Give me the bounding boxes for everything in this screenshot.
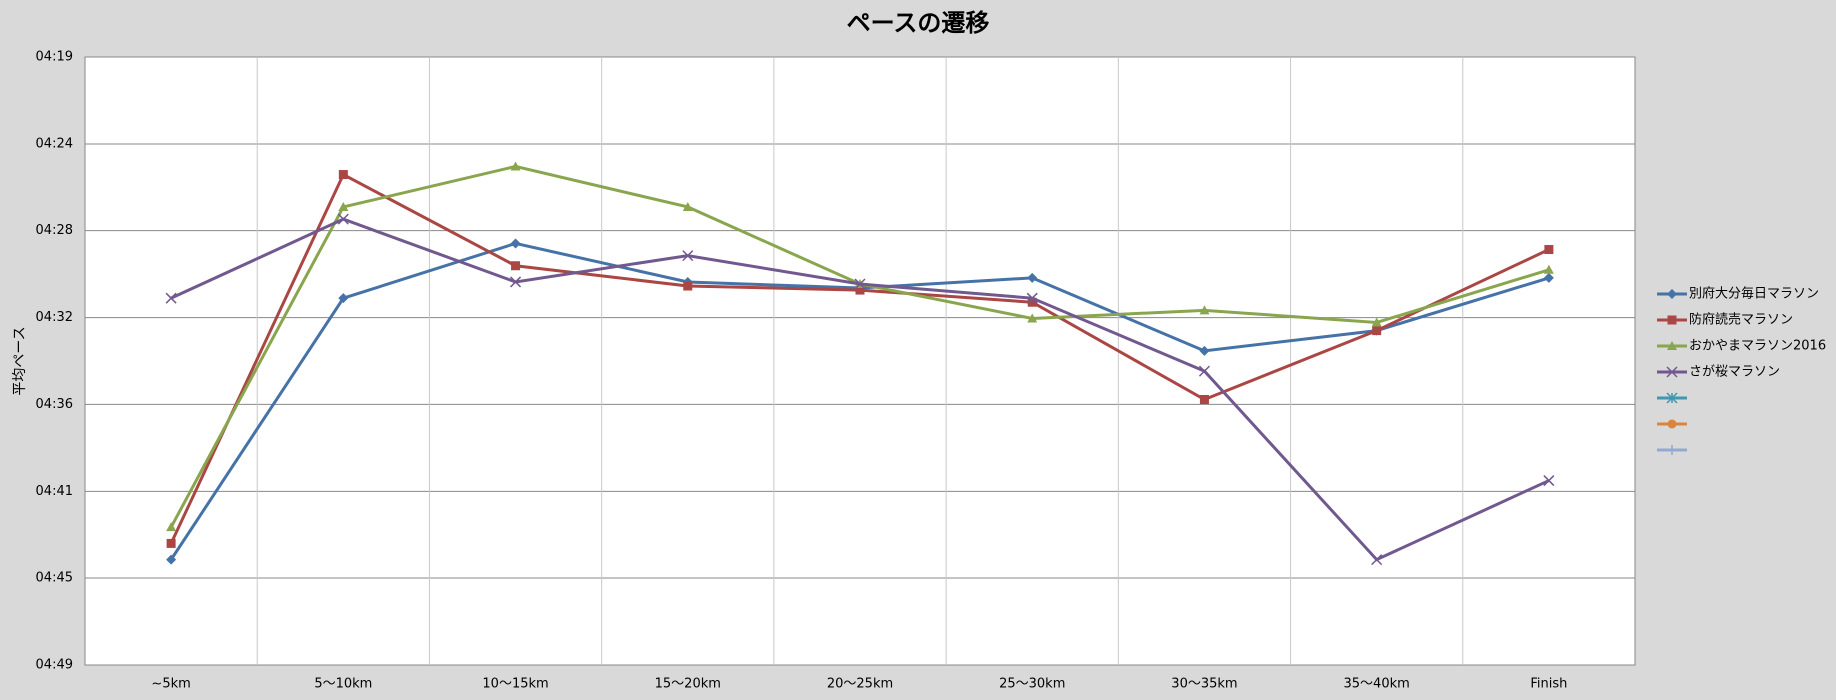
marker bbox=[855, 285, 865, 295]
marker bbox=[1027, 313, 1038, 323]
marker bbox=[1666, 392, 1678, 404]
marker bbox=[165, 292, 177, 304]
plot-area bbox=[84, 56, 1636, 666]
x-tick-label: Finish bbox=[1530, 677, 1567, 692]
marker bbox=[1666, 366, 1678, 378]
marker bbox=[1667, 315, 1677, 325]
y-tick-label: 04:45 bbox=[36, 571, 73, 586]
marker bbox=[1543, 272, 1554, 283]
marker bbox=[683, 281, 693, 291]
marker bbox=[511, 261, 521, 271]
x-tick-label: 10〜15km bbox=[482, 677, 548, 692]
marker bbox=[682, 250, 694, 262]
y-tick-label: 04:49 bbox=[36, 658, 73, 673]
x-tick-label: ~5km bbox=[151, 677, 190, 692]
marker bbox=[1371, 317, 1382, 327]
marker bbox=[1544, 245, 1554, 255]
x-tick-label: 20〜25km bbox=[827, 677, 893, 692]
legend-label: 別府大分毎日マラソン bbox=[1689, 286, 1819, 302]
marker bbox=[338, 170, 348, 180]
marker bbox=[510, 276, 522, 288]
y-tick-label: 04:32 bbox=[36, 310, 73, 325]
marker bbox=[854, 278, 866, 290]
marker bbox=[1199, 345, 1210, 356]
x-tick-label: 30〜35km bbox=[1171, 677, 1237, 692]
marker bbox=[1198, 365, 1210, 377]
marker bbox=[1027, 297, 1037, 307]
legend-label: おかやまマラソン2016 bbox=[1689, 339, 1826, 354]
marker bbox=[1543, 264, 1554, 274]
marker bbox=[1027, 272, 1038, 283]
marker bbox=[510, 238, 521, 249]
y-tick-label: 04:28 bbox=[36, 223, 73, 238]
legend-label: さが桜マラソン bbox=[1689, 365, 1780, 380]
y-tick-label: 04:19 bbox=[36, 50, 73, 65]
marker bbox=[166, 554, 177, 565]
y-tick-label: 04:24 bbox=[36, 136, 73, 151]
marker bbox=[166, 538, 176, 548]
y-tick-label: 04:36 bbox=[36, 397, 73, 412]
x-tick-label: 35〜40km bbox=[1344, 677, 1410, 692]
marker bbox=[1371, 554, 1383, 566]
marker bbox=[1667, 289, 1677, 299]
marker bbox=[166, 522, 177, 532]
marker bbox=[338, 293, 349, 304]
marker bbox=[1199, 305, 1210, 315]
marker bbox=[510, 161, 521, 171]
marker bbox=[1667, 341, 1677, 350]
y-axis-label: 平均ペース bbox=[12, 326, 28, 395]
marker bbox=[1667, 419, 1677, 429]
marker bbox=[1372, 326, 1382, 336]
marker bbox=[682, 201, 693, 211]
marker bbox=[1199, 395, 1209, 405]
marker bbox=[338, 201, 349, 211]
marker bbox=[1026, 292, 1038, 304]
legend-label: 防府読売マラソン bbox=[1689, 312, 1793, 328]
x-tick-label: 25〜30km bbox=[999, 677, 1065, 692]
x-tick-label: 5〜10km bbox=[314, 677, 372, 692]
marker bbox=[1543, 475, 1555, 487]
marker bbox=[337, 213, 349, 225]
chart-title: ペースの遷移 bbox=[847, 9, 990, 37]
y-tick-label: 04:41 bbox=[36, 484, 73, 499]
x-tick-label: 15〜20km bbox=[655, 677, 721, 692]
